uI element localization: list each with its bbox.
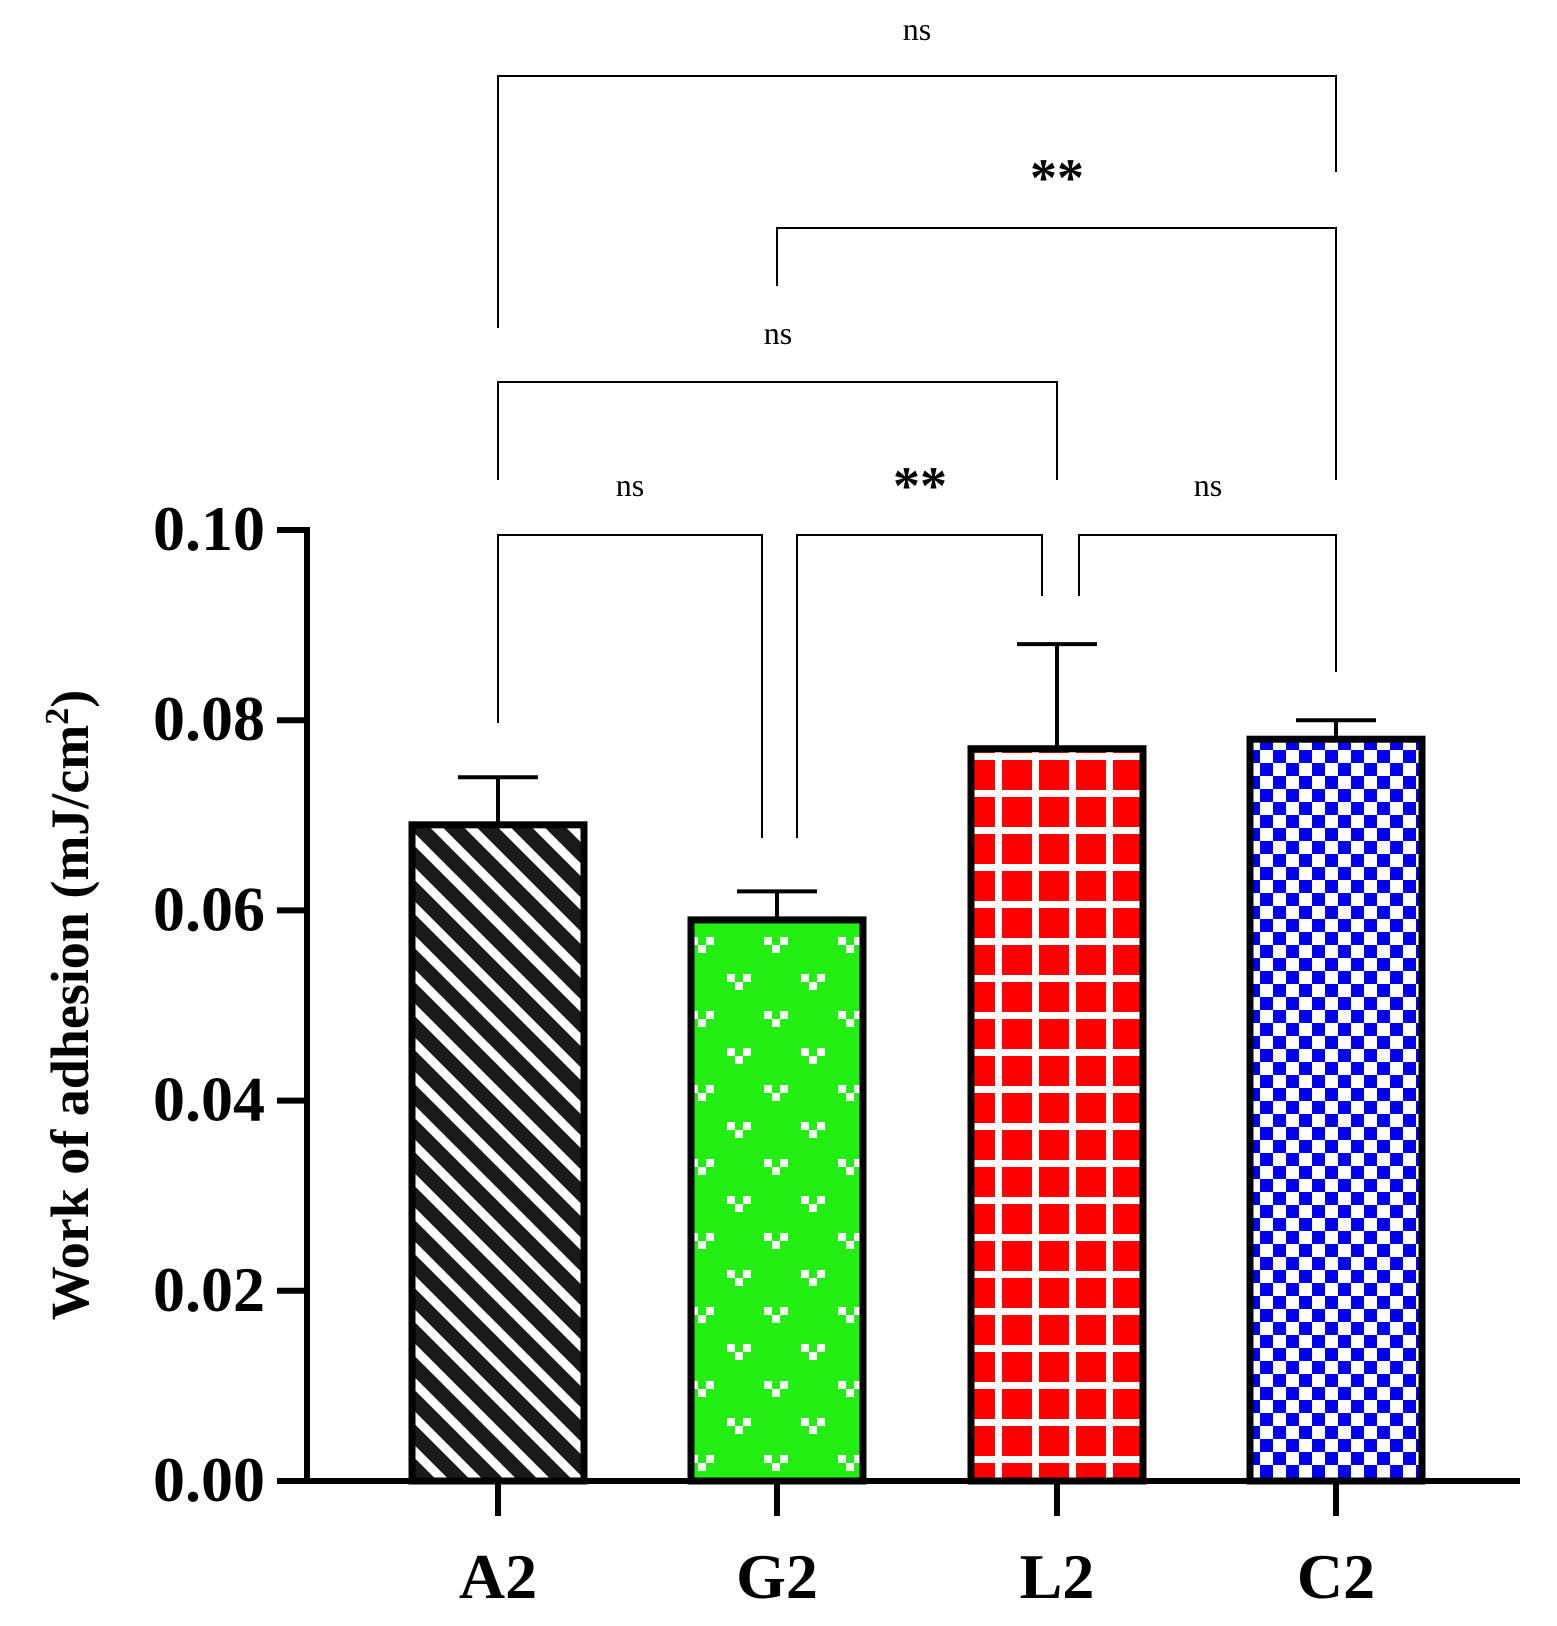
bar-c2 <box>1246 735 1426 1485</box>
y-axis-title-superscript: 2 <box>39 708 76 725</box>
x-tick-label-l2: L2 <box>1020 1541 1095 1612</box>
y-axis-title-close: ) <box>40 690 100 708</box>
bar-a2 <box>408 821 588 1485</box>
sig-label-a2-l2: ns <box>764 315 792 351</box>
significance-brackets-layer: ns ** ns ns ** ns <box>497 11 1337 838</box>
x-tick-label-a2: A2 <box>459 1541 537 1612</box>
y-axis-title: Work of adhesion (mJ/cm2) <box>39 690 100 1321</box>
y-tick-label-0.02: 0.02 <box>153 1254 265 1325</box>
sig-label-g2-l2: ** <box>893 456 947 516</box>
y-tick-label-0.08: 0.08 <box>153 683 265 754</box>
sig-label-a2-g2: ns <box>616 467 644 503</box>
bar-g2 <box>687 916 867 1485</box>
bracket-a2-l2 <box>497 381 1058 480</box>
sig-label-l2-c2: ns <box>1194 467 1222 503</box>
y-tick-label-0.06: 0.06 <box>153 873 265 944</box>
bracket-l2-c2 <box>1078 534 1337 672</box>
sig-label-a2-c2: ns <box>903 11 931 47</box>
axes-layer: 0.00 0.02 0.04 0.06 0.08 0.10 A2 G2 L2 C2 <box>153 493 1520 1612</box>
bracket-a2-c2 <box>497 75 1337 328</box>
bar-l2 <box>967 745 1147 1485</box>
y-tick-label-0.10: 0.10 <box>153 493 265 564</box>
bracket-g2-c2 <box>776 227 1337 480</box>
x-tick-label-c2: C2 <box>1297 1541 1375 1612</box>
bracket-g2-l2 <box>796 534 1043 838</box>
sig-label-g2-c2: ** <box>1030 148 1084 208</box>
x-tick-label-g2: G2 <box>736 1541 818 1612</box>
error-bars-layer <box>458 642 1376 917</box>
y-tick-label-0.04: 0.04 <box>153 1064 265 1135</box>
y-axis-title-main: Work of adhesion (mJ/cm <box>40 725 100 1321</box>
bars-layer <box>408 735 1426 1485</box>
y-tick-label-0.00: 0.00 <box>153 1444 265 1515</box>
bracket-a2-g2 <box>497 534 763 838</box>
